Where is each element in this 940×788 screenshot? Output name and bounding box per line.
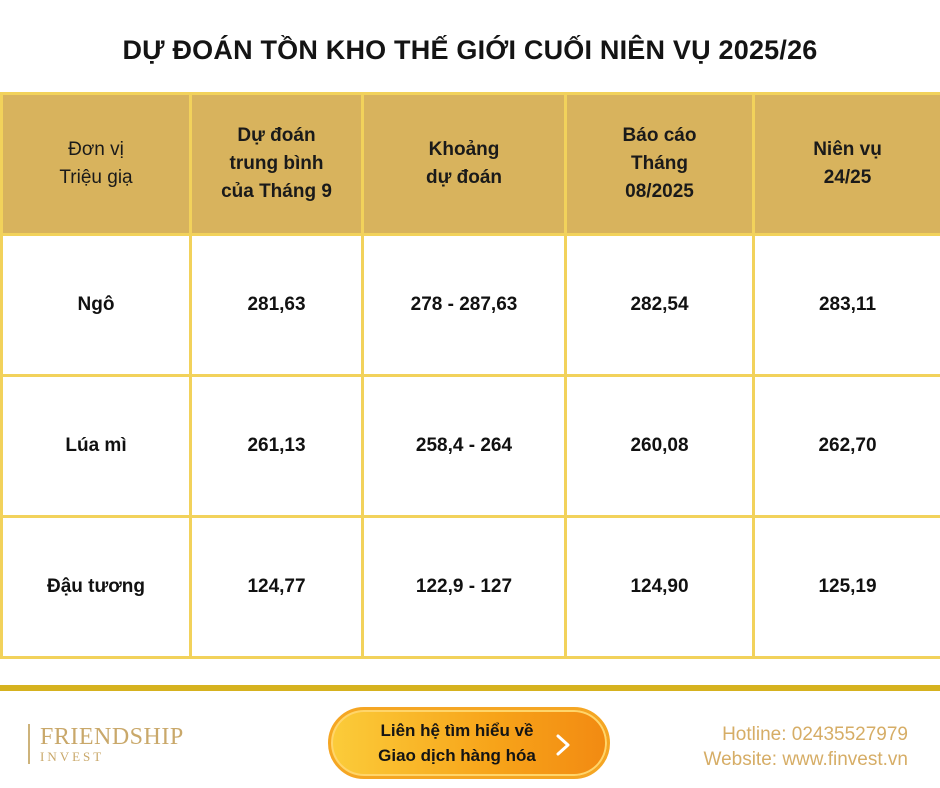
header-line: của Tháng 9 [221, 181, 332, 202]
header-august-report: Báo cáo Tháng 08/2025 [564, 92, 755, 236]
prev-season-cell: 262,70 [752, 374, 940, 518]
header-line: 24/25 [823, 167, 872, 188]
commodity-cell: Lúa mì [0, 374, 192, 518]
brand-logo: FRIENDSHIP INVEST [28, 722, 184, 766]
table-row: Đậu tương 124,77 122,9 - 127 124,90 125,… [0, 515, 940, 659]
logo-words: FRIENDSHIP INVEST [40, 724, 184, 764]
forecast-cell: 281,63 [189, 233, 364, 377]
header-line: Niên vụ [813, 139, 882, 160]
range-cell: 278 - 287,63 [361, 233, 567, 377]
forecast-cell: 124,77 [189, 515, 364, 659]
header-line: Tháng [631, 153, 688, 174]
cta-line: Giao dịch hàng hóa [378, 746, 536, 765]
table-row: Ngô 281,63 278 - 287,63 282,54 283,11 [0, 233, 940, 377]
commodity-cell: Đậu tương [0, 515, 192, 659]
table-header-row: Đơn vị Triệu giạ Dự đoán trung bình của … [0, 92, 940, 236]
august-cell: 282,54 [564, 233, 755, 377]
header-range: Khoảng dự đoán [361, 92, 567, 236]
range-cell: 122,9 - 127 [361, 515, 567, 659]
logo-bar [28, 724, 30, 764]
header-unit: Đơn vị Triệu giạ [0, 92, 192, 236]
header-line: trung bình [229, 153, 324, 174]
prev-season-cell: 125,19 [752, 515, 940, 659]
range-cell: 258,4 - 264 [361, 374, 567, 518]
header-line: Dự đoán [237, 125, 316, 146]
header-prev-season: Niên vụ 24/25 [752, 92, 940, 236]
website-link[interactable]: Website: www.finvest.vn [703, 749, 908, 770]
page-title: DỰ ĐOÁN TỒN KHO THẾ GIỚI CUỐI NIÊN VỤ 20… [122, 35, 818, 65]
table-row: Lúa mì 261,13 258,4 - 264 260,08 262,70 [0, 374, 940, 518]
forecast-cell: 261,13 [189, 374, 364, 518]
header-line: Báo cáo [622, 125, 697, 146]
chevron-right-icon [556, 734, 570, 756]
divider-bar [0, 685, 940, 691]
commodity-cell: Ngô [0, 233, 192, 377]
logo-sub: INVEST [40, 749, 105, 764]
header-line: Đơn vị [68, 139, 124, 160]
prev-season-cell: 283,11 [752, 233, 940, 377]
contact-cta-button[interactable]: Liên hệ tìm hiểu về Giao dịch hàng hóa [328, 707, 610, 779]
header-line: 08/2025 [625, 181, 694, 202]
august-cell: 260,08 [564, 374, 755, 518]
header-line: Triệu giạ [59, 167, 133, 188]
cta-text: Liên hệ tìm hiểu về Giao dịch hàng hóa [367, 718, 547, 768]
cta-line: Liên hệ tìm hiểu về [380, 721, 534, 740]
logo-brand: FRIENDSHIP [40, 724, 184, 750]
header-forecast: Dự đoán trung bình của Tháng 9 [189, 92, 364, 236]
august-cell: 124,90 [564, 515, 755, 659]
header-line: Khoảng [428, 139, 500, 160]
contact-info: Hotline: 02435527979 Website: www.finves… [703, 722, 908, 772]
header-line: dự đoán [425, 167, 503, 188]
stock-forecast-table: Đơn vị Triệu giạ Dự đoán trung bình của … [0, 92, 940, 659]
hotline-text[interactable]: Hotline: 02435527979 [722, 724, 908, 745]
